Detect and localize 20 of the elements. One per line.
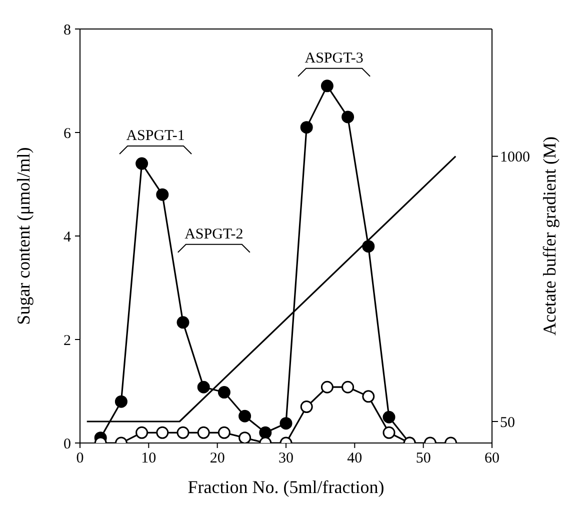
annotation: ASPGT-2	[184, 226, 244, 242]
y-tick-label: 2	[64, 332, 71, 349]
annotation: ASPGT-3	[304, 50, 364, 66]
y2-tick-label: 50	[500, 414, 515, 431]
y2-tick-label: 1000	[500, 150, 530, 166]
x-tick-label: 0	[76, 450, 84, 467]
y-tick-label: 0	[64, 436, 71, 452]
x-axis-title: Fraction No. (5ml/fraction)	[188, 477, 384, 497]
x-tick-label: 30	[278, 450, 294, 467]
y-tick-label: 4	[64, 229, 72, 246]
x-tick-label: 10	[141, 450, 156, 467]
x-tick-label: 60	[484, 450, 500, 467]
y-tick-label: 6	[64, 126, 72, 142]
y-tick-label: 8	[64, 22, 71, 38]
annotation: ASPGT-1	[126, 128, 185, 144]
y2-axis-title: Acetate buffer gradient (M)	[539, 136, 560, 336]
x-tick-label: 40	[347, 450, 362, 467]
y-axis-title: Sugar content (μmol/ml)	[13, 147, 34, 325]
x-tick-label: 50	[416, 450, 431, 467]
x-tick-label: 20	[210, 450, 225, 467]
